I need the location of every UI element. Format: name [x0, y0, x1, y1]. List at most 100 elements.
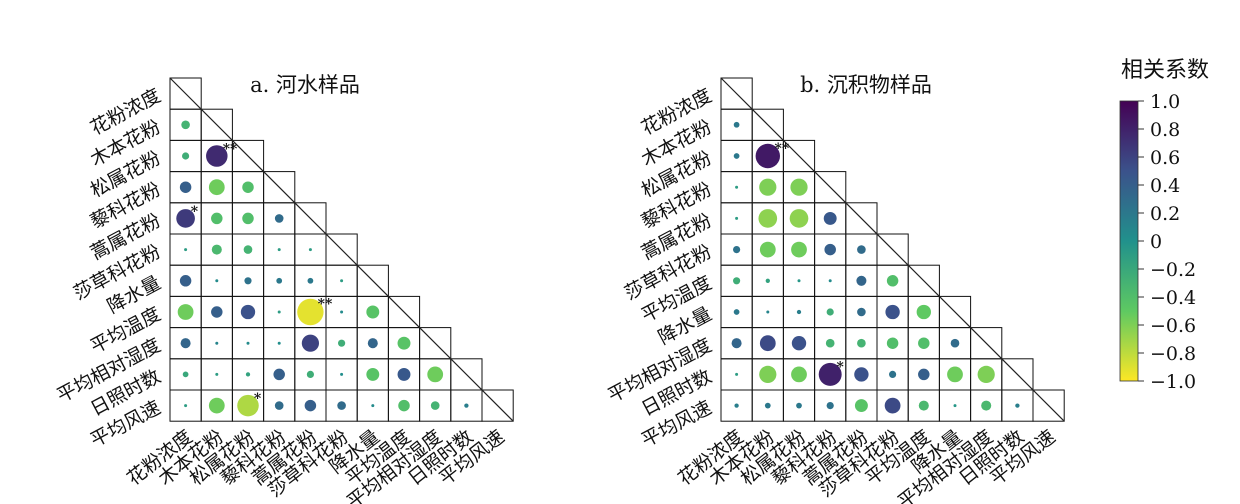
- colorbar-tick-label: −0.6: [1150, 315, 1196, 337]
- correlation-dot: [755, 143, 780, 169]
- colorbar: 相关系数 1.0 0.8 0.6 0.4 0.2 0 −0.2 −0.4 −0.6 −0.8 −1.…: [1119, 58, 1209, 393]
- correlation-dot: [208, 179, 225, 196]
- diagonal-line: [169, 77, 514, 422]
- correlation-dot: [211, 244, 222, 255]
- correlation-dot: [181, 120, 190, 130]
- correlation-dot: [759, 241, 776, 258]
- correlation-dot: [731, 338, 742, 349]
- correlation-dot: [733, 246, 741, 254]
- correlation-dot: [182, 371, 189, 378]
- correlation-dot: [789, 209, 809, 228]
- correlation-dot: [430, 401, 440, 410]
- correlation-dot: [886, 275, 899, 287]
- significance-mark: **: [318, 297, 333, 313]
- correlation-dot: [398, 399, 410, 412]
- correlation-dot: [301, 334, 320, 352]
- correlation-dot: [818, 362, 842, 386]
- correlation-dot: [857, 307, 866, 317]
- correlation-dot: [243, 245, 253, 254]
- correlation-dot: [427, 366, 444, 383]
- panel-river-samples: a. 河水样品******花粉浓度木本花粉松属花粉藜科花粉蒿属花粉莎草科花粉降水…: [53, 73, 514, 504]
- correlation-dot: [277, 341, 281, 345]
- correlation-dot: [791, 366, 807, 383]
- correlation-dot: [857, 245, 866, 254]
- correlation-dot: [242, 181, 254, 193]
- correlation-dot: [307, 277, 314, 284]
- correlation-dot: [759, 335, 776, 352]
- correlation-dot: [277, 248, 281, 252]
- correlation-dot: [735, 216, 739, 220]
- correlation-dot: [464, 403, 469, 408]
- correlation-dot: [854, 367, 869, 382]
- correlation-dot: [765, 278, 770, 283]
- colorbar-title: 相关系数: [1121, 58, 1209, 83]
- correlation-dot: [182, 152, 190, 160]
- correlation-dot: [274, 214, 284, 223]
- correlation-dot: [797, 279, 801, 283]
- correlation-dot: [180, 338, 191, 349]
- correlation-dot: [981, 400, 992, 411]
- correlation-dot: [884, 397, 901, 414]
- correlation-dot: [791, 241, 807, 258]
- panel-sediment-samples: b. 沉积物样品***花粉浓度木本花粉松属花粉藜科花粉蒿属花粉莎草科花粉平均温度…: [604, 73, 1065, 504]
- correlation-dot: [397, 367, 411, 381]
- colorbar-tick-label: 0.8: [1150, 119, 1180, 141]
- grid-cell: [481, 389, 514, 422]
- correlation-dot: [308, 248, 312, 252]
- correlation-dot: [1015, 403, 1020, 408]
- correlation-dot: [734, 403, 739, 408]
- colorbar-tick-label: −0.8: [1150, 343, 1196, 365]
- correlation-dot: [953, 404, 957, 408]
- colorbar-tick-label: −0.2: [1150, 259, 1196, 281]
- correlation-dot: [176, 209, 195, 228]
- correlation-dot: [340, 310, 344, 314]
- correlation-dot: [215, 279, 219, 283]
- correlation-dot: [246, 341, 250, 345]
- colorbar-tick-label: 1.0: [1150, 91, 1180, 113]
- correlation-dot: [916, 304, 931, 320]
- correlation-dot: [367, 338, 378, 349]
- correlation-dot: [950, 338, 960, 348]
- colorbar-tick-label: −0.4: [1150, 287, 1196, 309]
- correlation-dot: [977, 365, 995, 384]
- correlation-dot: [184, 404, 188, 408]
- correlation-dot: [854, 399, 868, 413]
- correlation-dot: [889, 370, 897, 378]
- correlation-dot: [245, 372, 251, 377]
- correlation-dot: [826, 308, 834, 316]
- correlation-dot: [276, 277, 283, 284]
- diagonal-line: [720, 77, 1065, 422]
- correlation-dot: [824, 243, 836, 256]
- correlation-dot: [918, 400, 929, 411]
- correlation-dot: [277, 310, 281, 314]
- correlation-dot: [759, 365, 777, 384]
- correlation-dot: [735, 372, 739, 376]
- correlation-dot: [857, 338, 866, 348]
- correlation-dot: [237, 394, 259, 417]
- correlation-dot: [340, 372, 344, 376]
- correlation-dot: [274, 401, 284, 410]
- correlation-dot: [242, 212, 254, 225]
- correlation-dot: [759, 178, 777, 196]
- panel-title: a. 河水样品: [250, 73, 360, 97]
- correlation-dot: [823, 211, 837, 225]
- correlation-dot: [179, 181, 192, 193]
- correlation-dot: [206, 145, 228, 167]
- correlation-dot: [366, 305, 380, 319]
- correlation-dot: [733, 121, 740, 128]
- correlation-dot: [306, 370, 314, 378]
- colorbar-tick-label: 0.6: [1150, 147, 1180, 169]
- correlation-dot: [397, 336, 411, 350]
- correlation-dot: [826, 402, 834, 410]
- colorbar-gradient: [1119, 100, 1139, 382]
- colorbar-tick-label: −1.0: [1150, 371, 1196, 393]
- correlation-dot: [337, 401, 346, 410]
- correlation-dot: [766, 310, 770, 314]
- colorbar-tick-label: 0: [1150, 231, 1162, 253]
- correlation-dot: [733, 277, 741, 285]
- correlation-dot: [828, 279, 832, 283]
- correlation-dot: [825, 338, 835, 348]
- correlation-dot: [211, 306, 223, 318]
- correlation-dot: [885, 304, 900, 320]
- significance-mark: *: [191, 204, 199, 220]
